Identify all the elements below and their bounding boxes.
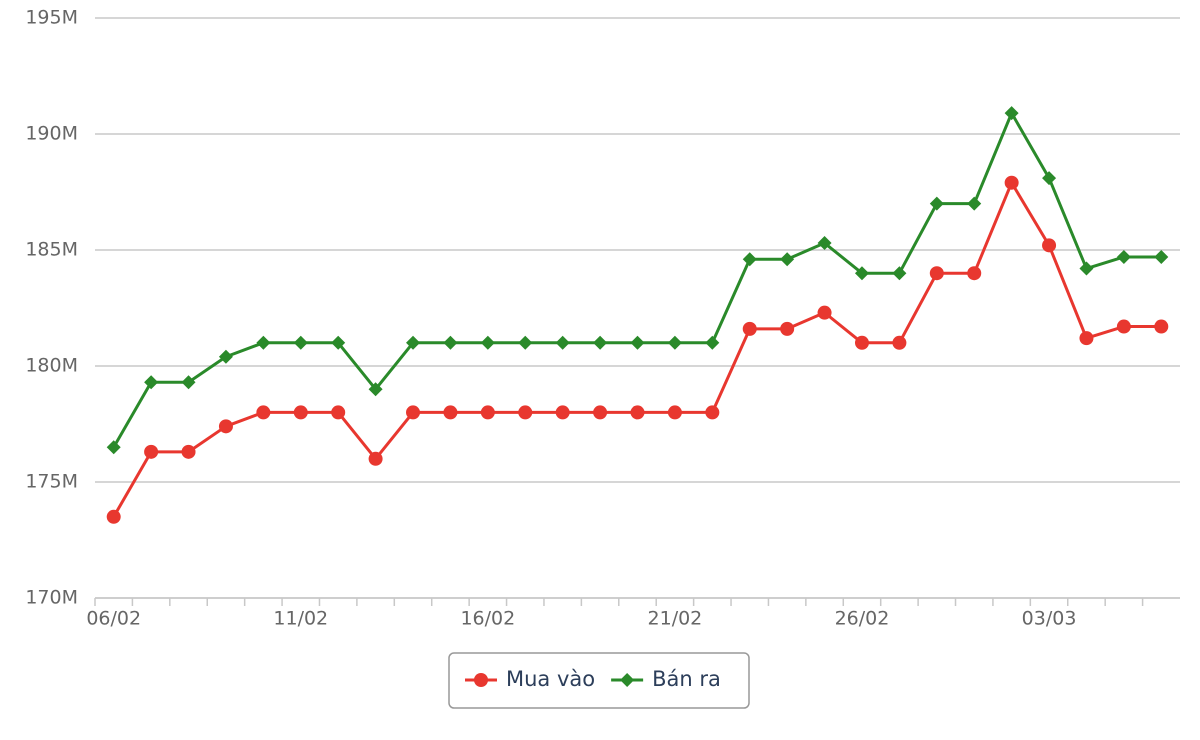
data-point: [593, 335, 608, 350]
data-point: [854, 335, 869, 350]
data-point: [518, 405, 533, 420]
data-point: [218, 419, 233, 434]
data-point: [331, 405, 346, 420]
data-point: [480, 405, 495, 420]
data-point: [1154, 249, 1169, 264]
data-point: [1116, 319, 1131, 334]
data-point: [929, 196, 944, 211]
data-point: [406, 405, 421, 420]
legend-box: [448, 652, 750, 709]
data-point: [1079, 331, 1094, 346]
data-point: [1116, 249, 1131, 264]
data-point: [742, 252, 757, 267]
data-point: [480, 335, 495, 350]
data-point: [181, 375, 196, 390]
data-point: [368, 451, 383, 466]
data-point: [817, 236, 832, 251]
data-point: [1154, 319, 1169, 334]
data-point: [593, 405, 608, 420]
y-tick-label: 185M: [25, 239, 78, 261]
data-point: [106, 509, 121, 524]
x-tick-label: 16/02: [460, 608, 515, 630]
legend-label: Mua vào: [506, 667, 595, 691]
legend-label: Bán ra: [652, 667, 721, 691]
data-point: [256, 335, 271, 350]
data-point: [780, 321, 795, 336]
data-point: [293, 405, 308, 420]
data-point: [518, 335, 533, 350]
x-tick-label: 06/02: [86, 608, 141, 630]
data-point: [256, 405, 271, 420]
data-point: [443, 335, 458, 350]
data-point: [218, 349, 233, 364]
data-point: [368, 382, 383, 397]
data-point: [555, 335, 570, 350]
data-point: [181, 444, 196, 459]
data-point: [1079, 261, 1094, 276]
data-point: [443, 405, 458, 420]
data-point: [742, 321, 757, 336]
data-point: [1042, 238, 1057, 253]
legend-marker: [620, 673, 635, 687]
data-point: [967, 266, 982, 281]
data-point: [144, 375, 159, 390]
x-tick-label: 21/02: [648, 608, 703, 630]
y-tick-label: 170M: [25, 587, 78, 609]
series-line: [112, 111, 1162, 448]
data-point: [1004, 106, 1019, 121]
data-point: [555, 405, 570, 420]
data-point: [892, 266, 907, 281]
data-point: [630, 405, 645, 420]
data-point: [1004, 175, 1019, 190]
data-point: [667, 405, 682, 420]
x-tick-label: 03/03: [1022, 608, 1077, 630]
data-point: [331, 335, 346, 350]
data-point: [705, 335, 720, 350]
data-point: [106, 440, 121, 455]
data-point: [293, 335, 308, 350]
y-tick-label: 180M: [25, 355, 78, 377]
legend-marker: [474, 673, 488, 687]
data-point: [630, 335, 645, 350]
legend: Mua vào Bán ra: [448, 652, 750, 709]
data-point: [967, 196, 982, 211]
data-point: [892, 335, 907, 350]
data-point: [144, 444, 159, 459]
data-point: [817, 305, 832, 320]
x-tick-label: 11/02: [273, 608, 328, 630]
data-point: [780, 252, 795, 267]
y-tick-label: 190M: [25, 123, 78, 145]
data-point: [1042, 171, 1057, 186]
y-tick-label: 195M: [25, 7, 78, 29]
x-tick-label: 26/02: [835, 608, 890, 630]
data-point: [929, 266, 944, 281]
data-point: [406, 335, 421, 350]
y-tick-label: 175M: [25, 471, 78, 493]
data-point: [705, 405, 720, 420]
data-point: [667, 335, 682, 350]
data-point: [854, 266, 869, 281]
